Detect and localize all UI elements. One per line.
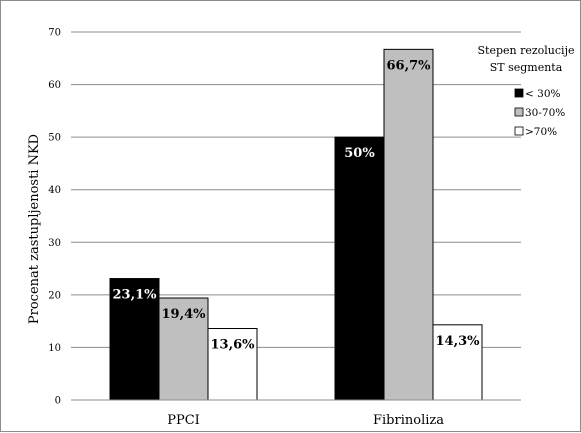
- legend-swatch-1: [514, 88, 524, 98]
- legend-swatch-2: [514, 107, 524, 117]
- y-tick-label-50: 50: [48, 133, 61, 144]
- data-label-ppci-series-1: 23,1%: [112, 288, 157, 303]
- y-axis-title: Procenat zastupljenosti NKD: [27, 134, 42, 324]
- bars: [109, 48, 483, 401]
- legend: Stepen rezolucije ST segmenta < 30% 30-70…: [478, 44, 575, 138]
- legend-items: < 30% 30-70% >70%: [514, 88, 565, 138]
- bar-fibrinoliza-series-3: [432, 324, 483, 401]
- data-label-fibrinoliza-series-1: 50%: [344, 146, 375, 161]
- category-labels: PPCI Fibrinoliza: [167, 413, 444, 428]
- y-tick-label-10: 10: [48, 343, 61, 354]
- y-tick-labels: 0 10 20 30 40 50 60 70: [48, 28, 61, 407]
- data-label-ppci-series-3: 13,6%: [210, 338, 255, 353]
- y-tick-label-70: 70: [48, 28, 61, 39]
- category-label-ppci: PPCI: [167, 413, 200, 428]
- y-tick-label-0: 0: [55, 396, 61, 407]
- bar-fibrinoliza-series-2: [383, 48, 434, 401]
- y-tick-label-20: 20: [48, 290, 61, 301]
- legend-title-line-1: Stepen rezolucije: [478, 44, 575, 57]
- legend-label-2: 30-70%: [525, 107, 565, 119]
- y-tick-label-40: 40: [48, 185, 61, 196]
- legend-title-line-2: ST segmenta: [490, 61, 563, 74]
- category-label-fibrinoliza: Fibrinoliza: [373, 413, 444, 428]
- bar-ppci-series-2: [158, 297, 209, 401]
- legend-label-1: < 30%: [525, 88, 560, 100]
- data-label-fibrinoliza-series-2: 66,7%: [386, 58, 431, 73]
- data-label-fibrinoliza-series-3: 14,3%: [435, 334, 480, 349]
- data-label-ppci-series-2: 19,4%: [161, 307, 206, 322]
- legend-label-3: >70%: [525, 126, 557, 138]
- data-labels: 23,1% 19,4% 13,6% 50% 66,7% 14,3%: [112, 58, 480, 352]
- bar-fibrinoliza-series-1: [334, 136, 385, 401]
- legend-swatch-3: [514, 126, 524, 136]
- y-tick-label-30: 30: [48, 238, 61, 249]
- bar-ppci-series-3: [207, 328, 258, 401]
- y-tick-label-60: 60: [48, 80, 61, 91]
